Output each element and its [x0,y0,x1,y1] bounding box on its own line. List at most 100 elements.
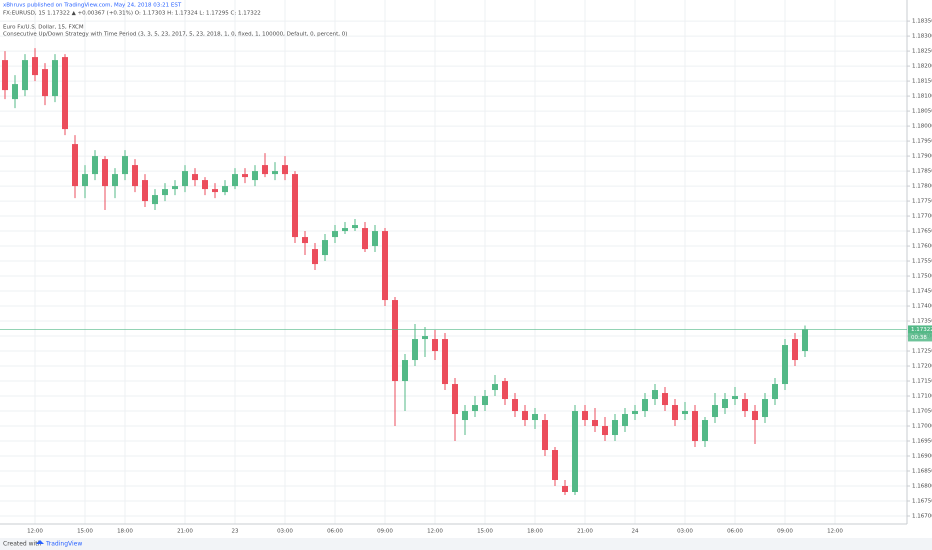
candle-body [232,174,238,187]
y-tick-label: 1.18250 [912,49,932,55]
y-tick-label: 1.17000 [912,424,932,430]
last-price-tag [908,325,932,334]
y-tick-label: 1.17600 [912,244,932,250]
candle-body [342,228,348,232]
x-tick-label: 03:00 [677,529,693,535]
candle-body [672,405,678,421]
candle-body [652,390,658,400]
candle-body [552,450,558,481]
candle-body [292,174,298,238]
footer-created: Created with [3,541,42,548]
y-tick-label: 1.16900 [912,454,932,460]
candle-body [222,186,228,193]
candle-body [12,84,18,100]
candle-body [332,231,338,238]
candle-body [102,159,108,187]
candle-body [62,57,68,130]
y-tick-label: 1.18050 [912,109,932,115]
candle-body [592,420,598,427]
chart-title: Euro Fx/U.S. Dollar, 15, FXCM [3,25,84,31]
y-tick-label: 1.18000 [912,124,932,130]
footer-brand[interactable]: TradingView [45,541,82,548]
last-price-label: 1.17322 [911,327,932,333]
x-tick-label: 15:00 [77,529,93,535]
y-tick-label: 1.17100 [912,394,932,400]
y-tick-label: 1.17800 [912,184,932,190]
y-tick-label: 1.17650 [912,229,932,235]
candle-body [712,405,718,418]
candle-body [702,420,708,442]
x-tick-label: 12:00 [27,529,43,535]
y-tick-label: 1.17950 [912,139,932,145]
x-tick-label: 12:00 [827,529,843,535]
chart-subtitle: Consecutive Up/Down Strategy with Time P… [3,32,347,38]
candle-body [752,411,758,421]
candle-body [782,345,788,385]
candle-body [522,411,528,421]
candle-body [32,57,38,76]
candle-body [632,411,638,415]
y-tick-label: 1.17500 [912,274,932,280]
x-tick-label: 23 [232,529,239,535]
candle-body [542,420,548,451]
candle-body [572,411,578,493]
y-tick-label: 1.17700 [912,214,932,220]
candle-body [282,165,288,175]
candle-body [352,225,358,229]
candle-body [402,360,408,382]
y-tick-label: 1.16800 [912,484,932,490]
candle-body [532,414,538,421]
x-tick-label: 09:00 [777,529,793,535]
countdown-tag [908,333,932,342]
y-tick-label: 1.17850 [912,169,932,175]
x-tick-label: 24 [632,529,639,535]
candle-body [72,144,78,187]
y-tick-label: 1.18300 [912,34,932,40]
candle-body [242,174,248,178]
candle-body [462,411,468,421]
x-tick-label: 06:00 [727,529,743,535]
candle-body [512,399,518,412]
candle-body [322,240,328,256]
candle-body [602,426,608,436]
y-tick-label: 1.18350 [912,19,932,25]
candle-body [722,399,728,409]
candle-body [202,180,208,190]
y-tick-label: 1.17550 [912,259,932,265]
y-tick-label: 1.18100 [912,94,932,100]
publisher: xBhruvs published on TradingView.com, Ma… [3,3,182,9]
y-tick-label: 1.17900 [912,154,932,160]
x-tick-label: 06:00 [327,529,343,535]
candle-body [142,180,148,202]
y-tick-label: 1.18150 [912,79,932,85]
candle-body [372,231,378,247]
candle-body [392,300,398,382]
candle-body [272,171,278,175]
y-tick-label: 1.17200 [912,364,932,370]
candle-body [662,393,668,406]
candle-body [382,231,388,301]
candle-body [42,69,48,97]
candle-body [452,384,458,415]
candle-body [762,399,768,418]
candle-body [502,381,508,400]
x-tick-label: 15:00 [477,529,493,535]
x-tick-label: 18:00 [527,529,543,535]
candle-body [172,186,178,190]
footer-band [0,538,932,550]
y-tick-label: 1.16850 [912,469,932,475]
candle-body [622,414,628,427]
y-tick-label: 1.17150 [912,379,932,385]
candle-body [122,156,128,175]
y-tick-label: 1.17350 [912,319,932,325]
candle-body [52,60,58,97]
x-tick-label: 18:00 [117,529,133,535]
candle-body [432,339,438,352]
candle-body [312,249,318,265]
candle-body [212,189,218,193]
x-tick-label: 21:00 [177,529,193,535]
candle-body [252,171,258,181]
candle-body [2,60,8,91]
y-tick-label: 1.17400 [912,304,932,310]
